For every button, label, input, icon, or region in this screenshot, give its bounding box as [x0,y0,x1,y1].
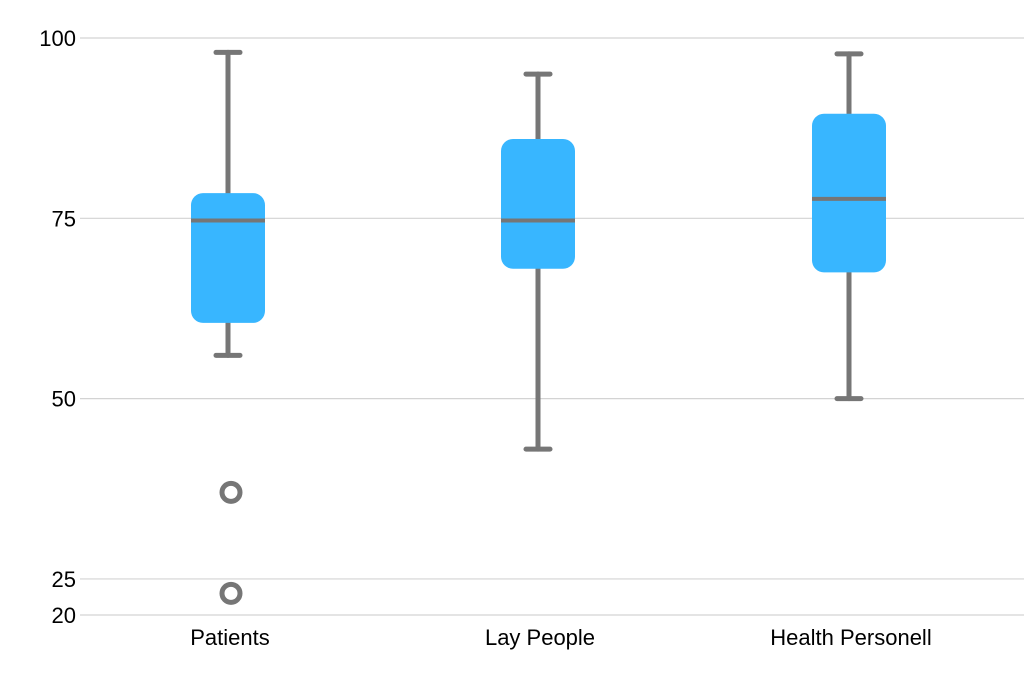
box-lay-people [501,71,575,452]
y-tick-label-20: 20 [52,603,76,628]
box-patients [191,49,265,605]
x-axis-category-labels: Patients Lay People Health Personell [190,625,931,650]
outlier-point-1 [219,480,243,504]
boxes [191,49,886,605]
x-category-label-health-personell: Health Personell [770,625,931,650]
y-tick-label-25: 25 [52,567,76,592]
iqr-box [501,138,575,269]
y-tick-label-100: 100 [39,26,76,51]
y-tick-label-50: 50 [52,387,76,412]
iqr-box [812,113,886,273]
y-axis-tick-labels: 20 25 50 75 100 [39,26,76,628]
outlier-point-2 [219,581,243,605]
x-category-label-patients: Patients [190,625,270,650]
y-tick-label-75: 75 [52,206,76,231]
box-health-personell [812,51,886,402]
iqr-box [191,193,265,323]
x-category-label-lay-people: Lay People [485,625,595,650]
